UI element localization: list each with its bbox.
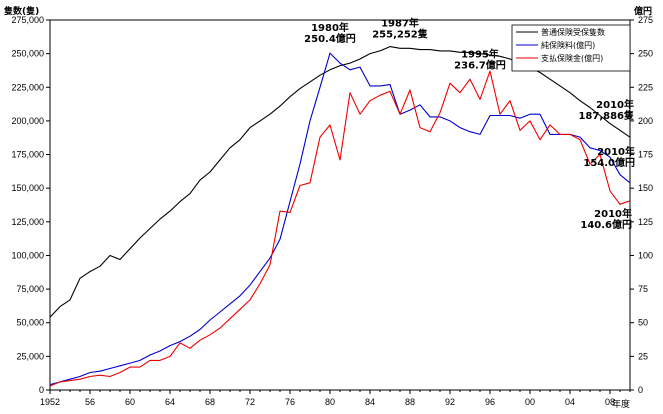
x-tick-label: 72 <box>245 397 255 407</box>
right-tick-label: 50 <box>638 318 648 328</box>
x-tick-label: 92 <box>445 397 455 407</box>
right-tick-label: 225 <box>638 82 653 92</box>
annotation-year: 1980年 <box>311 21 349 34</box>
annotation-value: 154.0億円 <box>583 156 635 169</box>
annotation-year: 2010年 <box>594 207 632 220</box>
right-axis-unit-label: 億円 <box>634 5 652 17</box>
left-tick-label: 250,000 <box>11 49 44 59</box>
plot-area <box>49 19 631 391</box>
x-tick-label: 56 <box>85 397 95 407</box>
left-axis-unit-label: 隻数(隻) <box>3 5 39 17</box>
paid-claims-line <box>49 70 631 387</box>
x-tick-label: 08 <box>605 397 615 407</box>
x-tick-label: 76 <box>285 397 295 407</box>
x-axis-unit-label: 年度 <box>612 398 630 409</box>
right-tick-label: 0 <box>638 385 643 395</box>
x-tick-label: 88 <box>405 397 415 407</box>
annotation-value: 250.4億円 <box>304 32 356 45</box>
left-tick-label: 25,000 <box>16 351 44 361</box>
x-tick-label: 1952 <box>40 397 60 407</box>
legend-label: 普通保険受保隻数 <box>541 27 605 37</box>
annotation-value: 140.6億円 <box>580 218 632 231</box>
left-tick-label: 275,000 <box>11 15 44 25</box>
left-tick-label: 125,000 <box>11 217 44 227</box>
annotation-year: 1987年 <box>381 17 419 30</box>
left-tick-label: 50,000 <box>16 318 44 328</box>
left-tick-label: 0 <box>39 385 44 395</box>
x-tick-label: 68 <box>205 397 215 407</box>
annotation-year: 2010年 <box>597 145 635 158</box>
left-tick-label: 150,000 <box>11 183 44 193</box>
x-tick-label: 04 <box>565 397 575 407</box>
x-tick-label: 84 <box>365 397 375 407</box>
annotation-value: 236.7億円 <box>454 59 506 72</box>
x-tick-label: 60 <box>125 397 135 407</box>
right-tick-label: 125 <box>638 217 653 227</box>
right-tick-label: 25 <box>638 351 648 361</box>
right-tick-label: 250 <box>638 49 653 59</box>
x-tick-label: 64 <box>165 397 175 407</box>
x-tick-label: 96 <box>485 397 495 407</box>
right-tick-label: 275 <box>638 15 653 25</box>
x-tick-label: 80 <box>325 397 335 407</box>
left-tick-label: 175,000 <box>11 150 44 160</box>
legend-label: 支払保険金(億円) <box>541 53 603 63</box>
left-tick-label: 100,000 <box>11 250 44 260</box>
left-tick-label: 200,000 <box>11 116 44 126</box>
net-premium-line <box>49 52 631 386</box>
annotation-value: 187,886隻 <box>578 109 634 122</box>
right-tick-label: 150 <box>638 183 653 193</box>
left-tick-label: 225,000 <box>11 82 44 92</box>
right-tick-label: 175 <box>638 150 653 160</box>
right-tick-label: 75 <box>638 284 648 294</box>
left-tick-label: 75,000 <box>16 284 44 294</box>
legend-label: 純保険料(億円) <box>541 40 595 50</box>
annotation-year: 1995年 <box>461 48 499 61</box>
annotation-year: 2010年 <box>596 98 634 111</box>
right-tick-label: 200 <box>638 116 653 126</box>
right-tick-label: 100 <box>638 250 653 260</box>
x-tick-label: 00 <box>525 397 535 407</box>
annotation-value: 255,252隻 <box>372 28 428 41</box>
